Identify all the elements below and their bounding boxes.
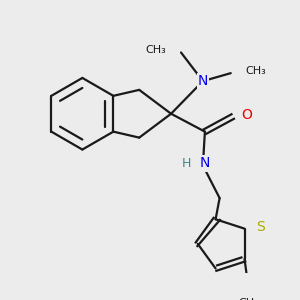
Text: S: S <box>256 220 264 234</box>
Text: N: N <box>198 74 208 88</box>
Text: N: N <box>200 157 210 170</box>
Text: CH₃: CH₃ <box>246 66 267 76</box>
Text: O: O <box>242 107 252 122</box>
Text: CH₃: CH₃ <box>238 298 259 300</box>
Text: CH₃: CH₃ <box>145 46 166 56</box>
Text: H: H <box>182 157 191 170</box>
